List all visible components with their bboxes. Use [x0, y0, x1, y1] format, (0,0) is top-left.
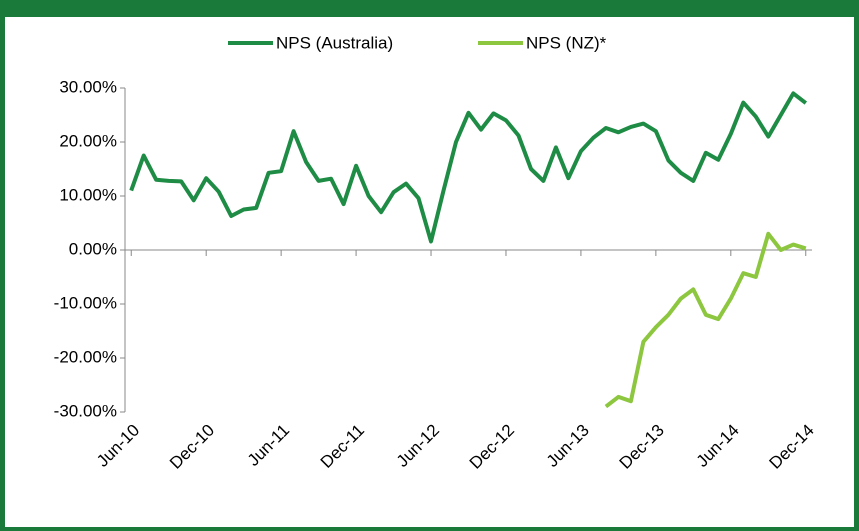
- y-tick-label: 0.00%: [69, 239, 117, 258]
- legend-label: NPS (Australia): [276, 33, 393, 52]
- frame-top: [0, 0, 859, 17]
- frame-bottom: [0, 527, 859, 531]
- series-line: [604, 231, 807, 409]
- y-tick-label: -10.00%: [54, 293, 117, 312]
- y-tick-label: 30.00%: [59, 77, 117, 96]
- frame-left: [0, 0, 5, 531]
- y-tick-label: -20.00%: [54, 347, 117, 366]
- frame-right: [854, 0, 859, 531]
- y-tick-label: -30.00%: [54, 401, 117, 420]
- y-tick-label: 20.00%: [59, 131, 117, 150]
- legend-label: NPS (NZ)*: [526, 33, 607, 52]
- y-tick-label: 10.00%: [59, 185, 117, 204]
- series-line: [129, 91, 808, 244]
